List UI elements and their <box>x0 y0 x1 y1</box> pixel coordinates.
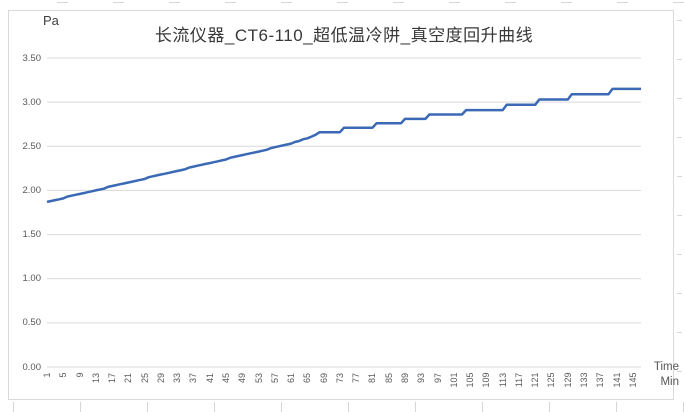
x-tick-label: 1 <box>42 372 52 378</box>
worksheet-column-dash-top <box>505 2 516 3</box>
x-tick-label: 33 <box>172 372 183 383</box>
x-tick-label: 37 <box>188 372 199 383</box>
x-axis-title-line2: Min <box>660 376 679 388</box>
worksheet-column-stub-bottom <box>147 402 148 412</box>
worksheet-column-stub-bottom <box>281 402 282 412</box>
worksheet-column-dash-top <box>673 2 684 3</box>
x-tick-label: 17 <box>107 372 118 383</box>
worksheet-column-dash-top <box>561 2 572 3</box>
x-tick-label: 93 <box>416 372 427 383</box>
y-tick-label: 3.50 <box>22 52 42 64</box>
x-tick-label: 113 <box>497 372 508 388</box>
x-tick-label: 53 <box>253 372 264 383</box>
x-tick-label: 105 <box>465 372 476 388</box>
x-tick-label: 13 <box>90 372 101 383</box>
worksheet-column-dash-top <box>617 2 628 3</box>
worksheet-row-dash-right <box>677 59 682 60</box>
worksheet-column-stub-bottom <box>482 402 483 412</box>
y-tick-label: 2.00 <box>22 184 42 196</box>
x-tick-label: 69 <box>318 372 329 383</box>
x-tick-label: 89 <box>400 372 411 383</box>
worksheet-column-dash-top <box>57 2 68 3</box>
worksheet-row-dash-right <box>677 371 682 372</box>
x-tick-label: 97 <box>432 372 443 383</box>
y-tick-label: 1.50 <box>22 229 42 241</box>
chart-frame[interactable] <box>8 10 674 400</box>
x-tick-label: 45 <box>221 372 231 383</box>
x-tick-label: 145 <box>627 372 638 388</box>
worksheet-column-dash-top <box>281 2 292 3</box>
vacuum-pressure-line-series <box>46 87 641 204</box>
x-tick-label: 41 <box>204 372 215 383</box>
worksheet-column-stub-bottom <box>683 402 684 412</box>
worksheet-column-stub-bottom <box>214 402 215 412</box>
worksheet-row-dash-right <box>677 176 682 177</box>
x-axis-title-line1: Time <box>653 361 679 373</box>
x-tick-label: 141 <box>611 372 622 388</box>
x-tick-label: 101 <box>448 372 459 388</box>
x-tick-label: 121 <box>530 372 541 388</box>
worksheet-column-dash-top <box>393 2 404 3</box>
worksheet-column-dash-top <box>337 2 348 3</box>
x-tick-label: 117 <box>513 372 524 388</box>
x-tick-label: 73 <box>334 372 345 383</box>
worksheet-column-stub-bottom <box>13 402 14 412</box>
x-tick-label: 137 <box>595 372 606 388</box>
y-tick-label: 1.00 <box>22 273 42 285</box>
y-tick-label: 3.00 <box>22 96 42 108</box>
worksheet-row-dash-right <box>677 98 682 99</box>
x-tick-label: 125 <box>546 372 557 388</box>
worksheet-row-dash-right <box>677 293 682 294</box>
x-tick-label: 133 <box>579 372 590 388</box>
x-tick-label: 109 <box>481 372 492 388</box>
x-tick-label: 77 <box>351 372 362 383</box>
x-tick-label: 65 <box>302 372 313 383</box>
x-tick-label: 49 <box>237 372 248 383</box>
x-tick-label: 9 <box>74 372 85 378</box>
x-tick-label: 21 <box>123 372 134 383</box>
worksheet-row-dash-right <box>677 332 682 333</box>
worksheet-row-dash-right <box>677 215 682 216</box>
x-tick-label: 57 <box>269 372 280 383</box>
y-tick-label: 0.00 <box>22 361 42 373</box>
x-tick-label: 81 <box>367 372 378 383</box>
x-tick-label: 129 <box>562 372 573 388</box>
x-tick-label: 29 <box>155 372 166 383</box>
worksheet-column-dash-top <box>113 2 124 3</box>
worksheet-column-stub-bottom <box>415 402 416 412</box>
x-tick-label: 25 <box>139 372 150 383</box>
worksheet-column-stub-bottom <box>549 402 550 412</box>
worksheet-column-stub-bottom <box>348 402 349 412</box>
y-axis-unit-label: Pa <box>43 13 59 28</box>
worksheet-column-dash-top <box>169 2 180 3</box>
x-tick-label: 5 <box>58 372 69 378</box>
x-tick-label: 85 <box>383 372 394 383</box>
worksheet-column-dash-top <box>225 2 236 3</box>
worksheet-row-dash-right <box>677 20 682 21</box>
worksheet-row-dash-right <box>677 254 682 255</box>
worksheet-column-stub-bottom <box>80 402 81 412</box>
y-tick-label: 2.50 <box>22 140 42 152</box>
worksheet-column-stub-bottom <box>616 402 617 412</box>
worksheet-column-dash-top <box>449 2 460 3</box>
chart-title: 长流仪器_CT6-110_超低温冷阱_真空度回升曲线 <box>154 26 534 45</box>
y-tick-label: 0.50 <box>22 317 42 329</box>
x-tick-label: 61 <box>286 372 297 383</box>
x-axis-title: Time Min <box>640 360 679 390</box>
worksheet-row-dash-right <box>677 137 682 138</box>
